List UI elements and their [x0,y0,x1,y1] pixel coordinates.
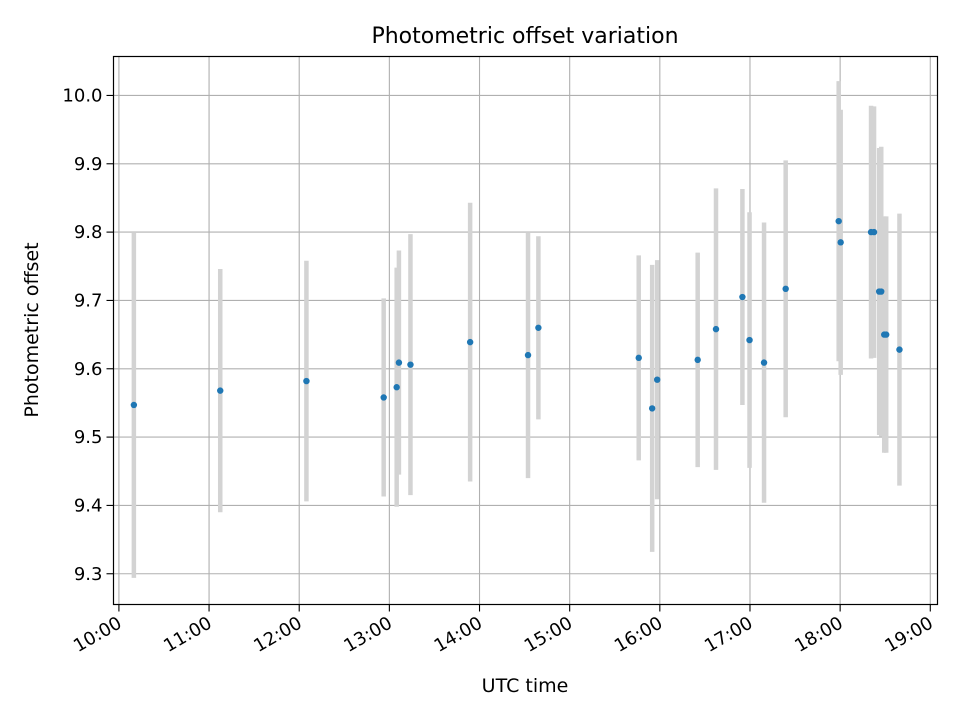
y-tick-label: 9.3 [74,564,103,585]
data-point [466,338,474,346]
data-point [883,331,890,338]
data-point [654,376,661,383]
y-axis-label: Photometric offset [21,242,43,417]
data-point [535,324,542,331]
data-point [712,325,720,333]
data-points [130,217,903,412]
data-point [760,359,768,366]
data-point [393,384,400,391]
y-tick-label: 9.7 [74,290,103,311]
data-point [746,336,753,344]
y-tick-label: 9.4 [74,495,103,516]
y-tick-label: 9.6 [74,359,103,380]
data-point [896,346,903,353]
data-point [694,356,701,364]
data-point [635,354,642,362]
data-point [303,377,310,385]
y-tick-label: 10.0 [62,85,102,106]
data-point [878,288,885,295]
data-point [217,387,224,394]
y-gridlines [113,94,938,575]
data-point [407,361,414,368]
x-axis-label: UTC time [482,675,569,697]
data-point [130,401,138,409]
data-point [524,351,532,359]
data-point [870,228,878,236]
y-tick-label: 9.5 [74,427,103,448]
data-point [739,293,746,301]
data-point [648,405,656,412]
data-point [395,359,403,366]
y-axis-ticks: 9.3 9.4 9.5 9.6 9.7 9.8 9.9 10.0 [62,85,114,585]
y-tick-label: 9.8 [74,222,103,243]
y-tick-label: 9.9 [74,154,103,175]
plot-area [113,56,938,605]
data-point [835,217,842,225]
data-point [837,239,844,246]
chart-title: Photometric offset variation [371,24,678,49]
plot-frame [112,55,939,606]
data-point [782,285,789,293]
data-point [380,394,387,401]
